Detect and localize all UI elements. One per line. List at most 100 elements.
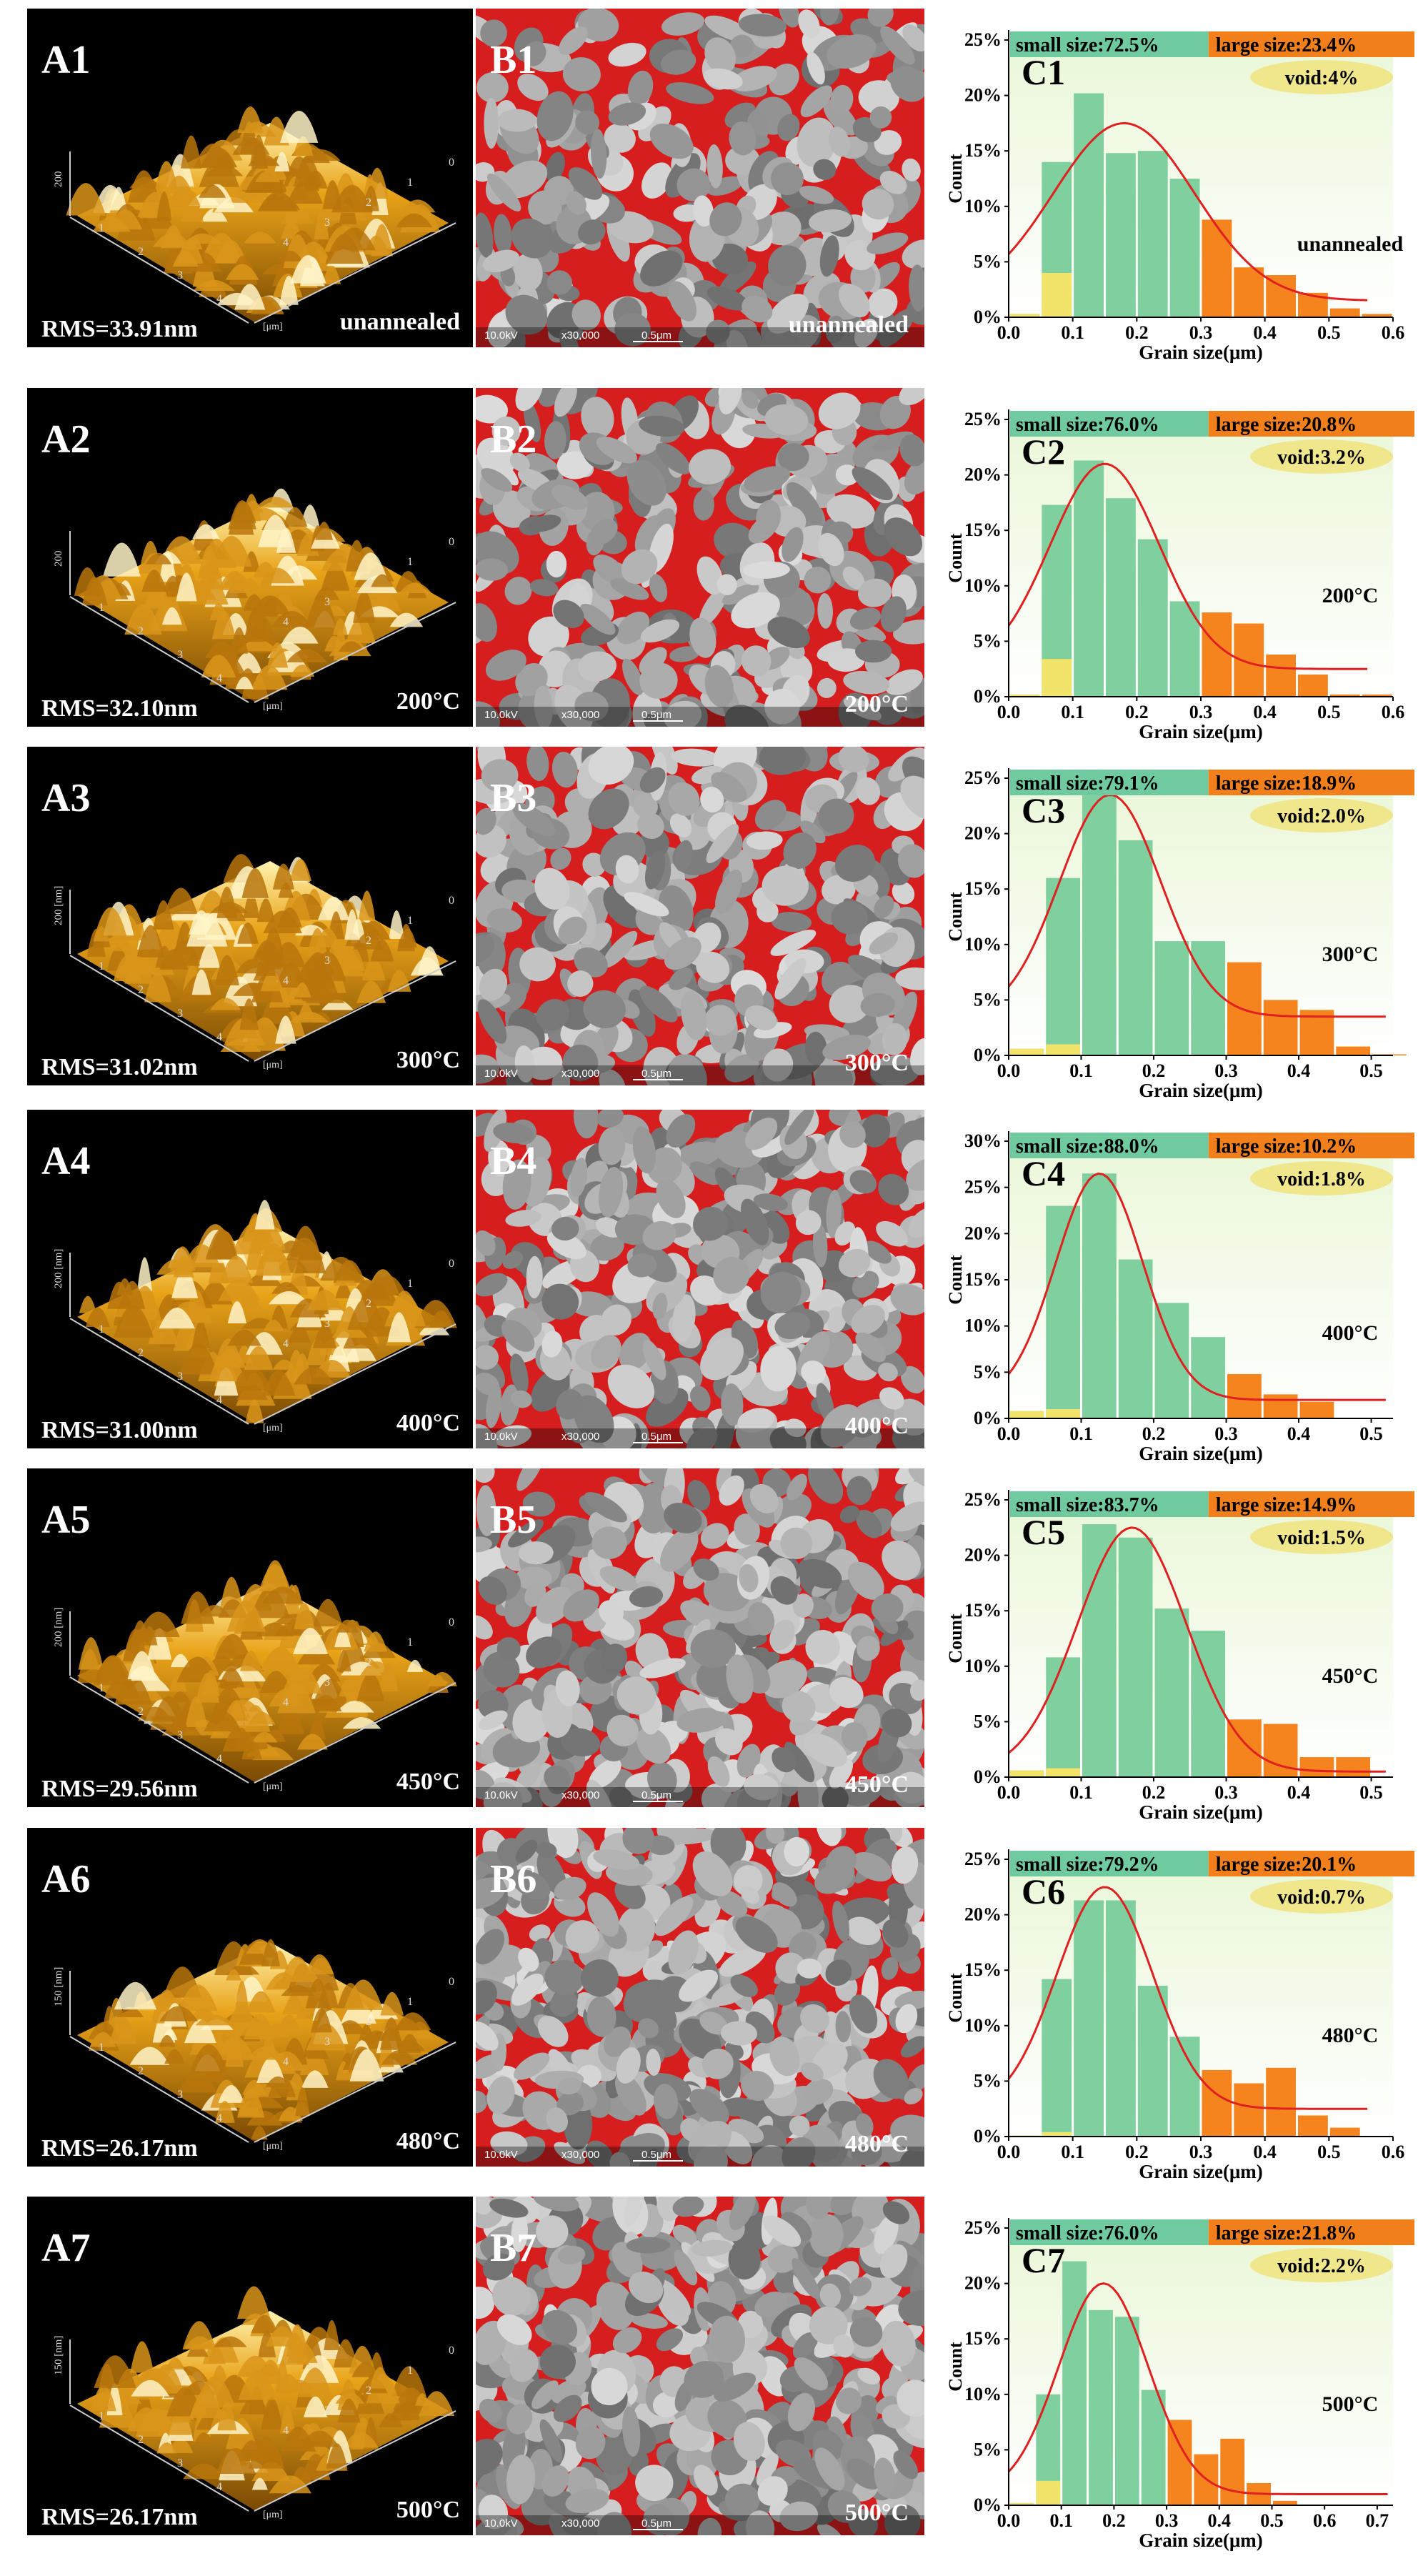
x-tick-label: 0.6 <box>1313 2510 1337 2531</box>
large-size-bar <box>1220 2438 1245 2505</box>
afm-panel: 1 2 3 4 0 1 2 3 4 200 A2 RMS=32.10nm 200°C [μm] <box>27 388 473 727</box>
large-size-bar <box>1202 612 1232 697</box>
x-tick-label: 0.3 <box>1189 322 1213 343</box>
x-tick-label: 0.2 <box>1142 1060 1166 1081</box>
sem-panel: B4 10.0kV x30,000 0.5μm 400°C <box>476 1110 924 1448</box>
sem-voltage: 10.0kV <box>484 2517 518 2530</box>
svg-text:4: 4 <box>216 293 222 305</box>
svg-text:3: 3 <box>324 596 330 608</box>
afm-surface-plot: 1 2 3 4 0 1 2 3 4 200 <box>53 488 456 703</box>
sem-scale-bar-label: 0.5μm <box>641 1431 671 1443</box>
x-tick-label: 0.0 <box>997 2142 1021 2162</box>
large-size-bar <box>1234 2083 1264 2137</box>
small-size-bar <box>1082 1524 1117 1777</box>
y-tick-label: 20% <box>964 2273 1002 2294</box>
svg-text:0: 0 <box>449 536 454 548</box>
x-tick-label: 0.3 <box>1214 1423 1238 1444</box>
x-tick-label: 0.5 <box>1317 2142 1341 2162</box>
afm-panel-label: A4 <box>41 1139 91 1183</box>
large-size-header-box <box>1208 1851 1414 1876</box>
x-tick-label: 0.2 <box>1125 322 1149 343</box>
svg-text:4: 4 <box>216 2112 222 2124</box>
small-size-bar <box>1169 179 1200 317</box>
sem-micrograph <box>476 1828 924 2167</box>
x-axis-title: Grain size(μm) <box>1139 2161 1263 2182</box>
y-tick-label: 5% <box>974 989 1002 1010</box>
large-size-percent: large size:10.2% <box>1216 1135 1357 1158</box>
large-size-bar <box>1234 267 1264 317</box>
sem-panel: B7 10.0kV x30,000 0.5μm 500°C <box>476 2197 924 2535</box>
large-size-bar <box>1362 314 1392 317</box>
svg-text:1: 1 <box>99 2042 104 2054</box>
svg-text:2: 2 <box>138 2065 144 2077</box>
small-size-bar <box>1154 941 1189 1055</box>
afm-panel: 1 2 3 4 0 1 2 3 4 200 [nm] A5 RMS=29.56nm 450°C [μm] <box>27 1468 473 1807</box>
large-size-header-box <box>1208 411 1414 437</box>
large-size-bar <box>1227 1373 1262 1418</box>
void-ellipse <box>1250 1161 1393 1195</box>
y-axis-title: Count <box>945 892 966 942</box>
afm-panel-label: A1 <box>41 38 91 82</box>
x-axis-title: Grain size(μm) <box>1139 721 1263 742</box>
small-size-bar <box>1074 1900 1104 2137</box>
sem-scale-bar-label: 0.5μm <box>641 2149 671 2161</box>
sem-magnification: x30,000 <box>561 1068 600 1080</box>
x-tick-label: 0.6 <box>1382 322 1405 343</box>
gaussian-fit-line <box>1007 1172 1386 1401</box>
y-tick-label: 10% <box>964 1656 1002 1676</box>
sem-magnification: x30,000 <box>561 1789 600 1801</box>
sem-micrograph <box>476 2197 924 2535</box>
small-size-bar <box>1074 460 1104 697</box>
small-size-bar <box>1114 2317 1139 2505</box>
y-tick-label: 10% <box>964 934 1002 955</box>
afm-temperature-label: 400°C <box>396 1410 460 1436</box>
y-tick-label: 25% <box>964 1489 1002 1510</box>
y-tick-label: 20% <box>964 1223 1002 1243</box>
sem-panel-label: B3 <box>490 776 537 820</box>
afm-z-axis-label: 200 <box>53 551 64 567</box>
y-axis-title: Count <box>945 533 966 583</box>
y-tick-label: 5% <box>974 2439 1002 2460</box>
svg-text:4: 4 <box>283 2425 289 2437</box>
x-tick-label: 0.5 <box>1317 702 1341 722</box>
svg-text:0: 0 <box>449 1258 454 1270</box>
figure-row: 1 2 3 4 0 1 2 3 4 150 [nm] A6 RMS=26.17nm 480°C [μm] B… <box>0 1828 1423 2198</box>
void-percent: void:1.8% <box>1277 1168 1366 1190</box>
afm-unit-label: [μm] <box>263 1423 283 1433</box>
sem-micrograph <box>476 747 924 1085</box>
y-tick-label: 20% <box>964 1545 1002 1566</box>
small-size-bar <box>1082 1173 1117 1418</box>
histogram-chart: 0% 5% 10% 15% 20% 25% 0.0 0.1 0.2 0.3 0.4 0.5 0.6 Gra… <box>945 1849 1414 2182</box>
afm-panel: 1 2 3 4 0 1 2 3 4 150 [nm] A7 RMS=26.17nm 500°C [μm] <box>27 2197 473 2535</box>
sem-scale-bar-label: 0.5μm <box>641 1068 671 1080</box>
svg-text:0: 0 <box>449 156 454 169</box>
x-tick-label: 0.2 <box>1142 1423 1166 1444</box>
large-size-bar <box>1263 1394 1298 1418</box>
void-bar <box>1046 1044 1081 1055</box>
sem-scale-bar-label: 0.5μm <box>641 329 671 342</box>
svg-text:4: 4 <box>216 672 222 685</box>
large-size-header-box <box>1208 31 1414 57</box>
sem-panel: B3 10.0kV x30,000 0.5μm 300°C <box>476 747 924 1085</box>
void-ellipse <box>1250 1520 1393 1554</box>
void-percent: void:2.0% <box>1277 805 1366 827</box>
chart-panel: 0% 5% 10% 15% 20% 25% 30% 0.0 0.1 0.2 0.3 0.4 0.5 Gra… <box>930 1110 1423 1477</box>
x-tick-label: 0.0 <box>997 2510 1021 2531</box>
chart-temperature-label: 480°C <box>1322 2024 1379 2047</box>
afm-surface-plot: 1 2 3 4 0 1 2 3 4 150 [nm] <box>53 1939 456 2143</box>
chart-panel: 0% 5% 10% 15% 20% 25% 0.0 0.1 0.2 0.3 0.4 0.5 0.6 Gra… <box>930 1828 1423 2195</box>
rms-value: RMS=31.02nm <box>41 1054 198 1080</box>
afm-panel: 1 2 3 4 0 1 2 3 4 200 [nm] A4 RMS=31.00nm 400°C [μm] <box>27 1110 473 1448</box>
x-tick-label: 0.5 <box>1359 1060 1383 1081</box>
histogram-chart: 0% 5% 10% 15% 20% 25% 0.0 0.1 0.2 0.3 0.4 0.5 Grain … <box>945 1489 1414 1823</box>
afm-unit-label: [μm] <box>263 2141 283 2152</box>
sem-panel: B2 10.0kV x30,000 0.5μm 200°C <box>476 388 924 727</box>
small-size-header-box <box>1010 411 1209 437</box>
x-tick-label: 0.5 <box>1359 1423 1383 1444</box>
y-tick-label: 10% <box>964 2015 1002 2036</box>
small-size-header-box <box>1010 770 1209 795</box>
svg-text:4: 4 <box>283 1696 289 1709</box>
svg-text:3: 3 <box>324 217 330 229</box>
small-size-percent: small size:72.5% <box>1016 34 1159 56</box>
x-tick-label: 0.1 <box>1061 322 1084 343</box>
